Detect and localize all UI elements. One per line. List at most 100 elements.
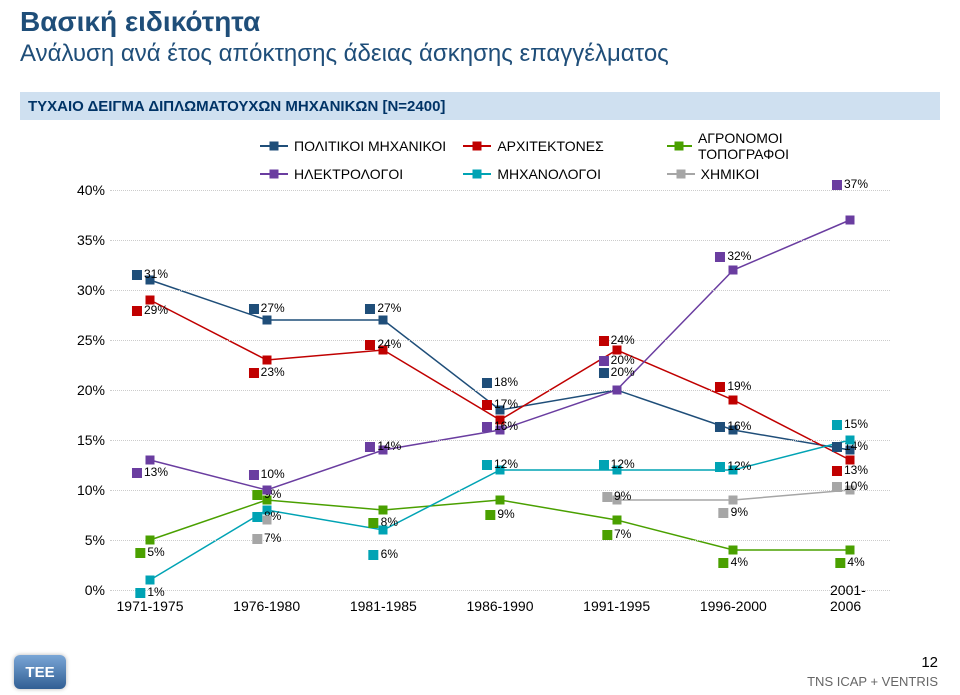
data-label-swatch xyxy=(832,466,842,476)
data-label-swatch xyxy=(599,356,609,366)
data-label-text: 7% xyxy=(614,527,631,541)
y-axis-label: 30% xyxy=(60,282,105,298)
gridline xyxy=(110,440,890,441)
data-label-swatch xyxy=(369,550,379,560)
x-axis-label: 1986-1990 xyxy=(467,598,534,614)
legend-label: ΜΗΧΑΝΟΛΟΓΟΙ xyxy=(497,166,601,182)
series-marker xyxy=(729,546,738,555)
legend-swatch xyxy=(463,145,491,147)
data-label-text: 18% xyxy=(494,375,518,389)
data-label-swatch xyxy=(599,460,609,470)
data-label-text: 23% xyxy=(261,365,285,379)
data-label-text: 12% xyxy=(611,457,635,471)
data-label: 20% xyxy=(599,365,635,379)
data-label: 32% xyxy=(715,249,751,263)
data-label-text: 19% xyxy=(727,379,751,393)
series-marker xyxy=(146,536,155,545)
data-label-swatch xyxy=(249,368,259,378)
data-label-text: 13% xyxy=(144,465,168,479)
data-label: 16% xyxy=(715,419,751,433)
data-label-swatch xyxy=(132,306,142,316)
data-label-swatch xyxy=(249,304,259,314)
legend-label: ΑΡΧΙΤΕΚΤΟΝΕΣ xyxy=(497,138,603,154)
data-label-swatch xyxy=(482,378,492,388)
data-label: 24% xyxy=(365,337,401,351)
data-label-swatch xyxy=(832,180,842,190)
legend-marker-icon xyxy=(473,170,482,179)
data-label: 24% xyxy=(599,333,635,347)
data-label-swatch xyxy=(719,508,729,518)
data-label-swatch xyxy=(482,400,492,410)
data-label-swatch xyxy=(719,558,729,568)
data-label: 9% xyxy=(602,489,631,503)
data-label-text: 9% xyxy=(614,489,631,503)
data-label: 9% xyxy=(719,505,748,519)
series-marker xyxy=(379,506,388,515)
data-label-swatch xyxy=(832,482,842,492)
data-label: 12% xyxy=(599,457,635,471)
chart-legend: ΠΟΛΙΤΙΚΟΙ ΜΗΧΑΝΙΚΟΙΑΡΧΙΤΕΚΤΟΝΕΣΑΓΡΟΝΟΜΟΙ… xyxy=(260,130,860,182)
data-label-swatch xyxy=(599,368,609,378)
legend-label: ΑΓΡΟΝΟΜΟΙ ΤΟΠΟΓΡΑΦΟΙ xyxy=(698,130,860,162)
data-label-swatch xyxy=(602,530,612,540)
data-label: 1% xyxy=(135,585,164,599)
series-marker xyxy=(846,436,855,445)
data-label-swatch xyxy=(832,420,842,430)
data-label-swatch xyxy=(252,512,262,522)
data-label-text: 29% xyxy=(144,303,168,317)
y-axis-label: 10% xyxy=(60,482,105,498)
data-label-swatch xyxy=(135,548,145,558)
sample-label: ΤΥΧΑΙΟ ΔΕΙΓΜΑ ΔΙΠΛΩΜΑΤΟΥΧΩΝ ΜΗΧΑΝΙΚΩΝ [N… xyxy=(28,98,445,115)
legend-item: ΜΗΧΑΝΟΛΟΓΟΙ xyxy=(463,166,656,182)
data-label: 18% xyxy=(482,375,518,389)
data-label-swatch xyxy=(599,336,609,346)
data-label: 7% xyxy=(252,531,281,545)
data-label-swatch xyxy=(715,252,725,262)
data-label: 12% xyxy=(715,459,751,473)
legend-item: ΗΛΕΚΤΡΟΛΟΓΟΙ xyxy=(260,166,453,182)
data-label-text: 31% xyxy=(144,267,168,281)
legend-item: ΑΡΧΙΤΕΚΤΟΝΕΣ xyxy=(463,130,656,162)
x-axis-label: 1981-1985 xyxy=(350,598,417,614)
data-label: 29% xyxy=(132,303,168,317)
data-label-swatch xyxy=(835,558,845,568)
gridline xyxy=(110,490,890,491)
data-label-text: 16% xyxy=(727,419,751,433)
legend-item: ΧΗΜΙΚΟΙ xyxy=(667,166,860,182)
legend-marker-icon xyxy=(270,142,279,151)
logo: TEE xyxy=(14,655,66,689)
series-marker xyxy=(146,576,155,585)
x-axis-label: 1971-1975 xyxy=(117,598,184,614)
data-label-swatch xyxy=(132,270,142,280)
legend-label: ΧΗΜΙΚΟΙ xyxy=(701,166,760,182)
legend-swatch xyxy=(260,173,288,175)
gridline xyxy=(110,340,890,341)
data-label: 27% xyxy=(249,301,285,315)
y-axis-label: 25% xyxy=(60,332,105,348)
data-label-swatch xyxy=(365,442,375,452)
x-axis-label: 1996-2000 xyxy=(700,598,767,614)
data-label-text: 24% xyxy=(611,333,635,347)
data-label-text: 20% xyxy=(611,353,635,367)
data-label-text: 15% xyxy=(844,417,868,431)
y-axis-label: 40% xyxy=(60,182,105,198)
legend-marker-icon xyxy=(473,142,482,151)
data-label-swatch xyxy=(132,468,142,478)
gridline xyxy=(110,290,890,291)
data-label: 12% xyxy=(482,457,518,471)
legend-swatch xyxy=(667,145,692,147)
data-label: 6% xyxy=(369,547,398,561)
title-subtitle: Ανάλυση ανά έτος απόκτησης άδειας άσκηση… xyxy=(20,40,669,68)
data-label: 27% xyxy=(365,301,401,315)
data-label-text: 7% xyxy=(264,531,281,545)
data-label-text: 12% xyxy=(727,459,751,473)
data-label: 5% xyxy=(135,545,164,559)
series-marker xyxy=(846,546,855,555)
data-label: 19% xyxy=(715,379,751,393)
y-axis-label: 0% xyxy=(60,582,105,598)
data-label-swatch xyxy=(249,470,259,480)
data-label-swatch xyxy=(482,422,492,432)
x-axis-label: 2001-2006 xyxy=(830,582,870,614)
series-marker xyxy=(262,486,271,495)
data-label-text: 1% xyxy=(147,585,164,599)
